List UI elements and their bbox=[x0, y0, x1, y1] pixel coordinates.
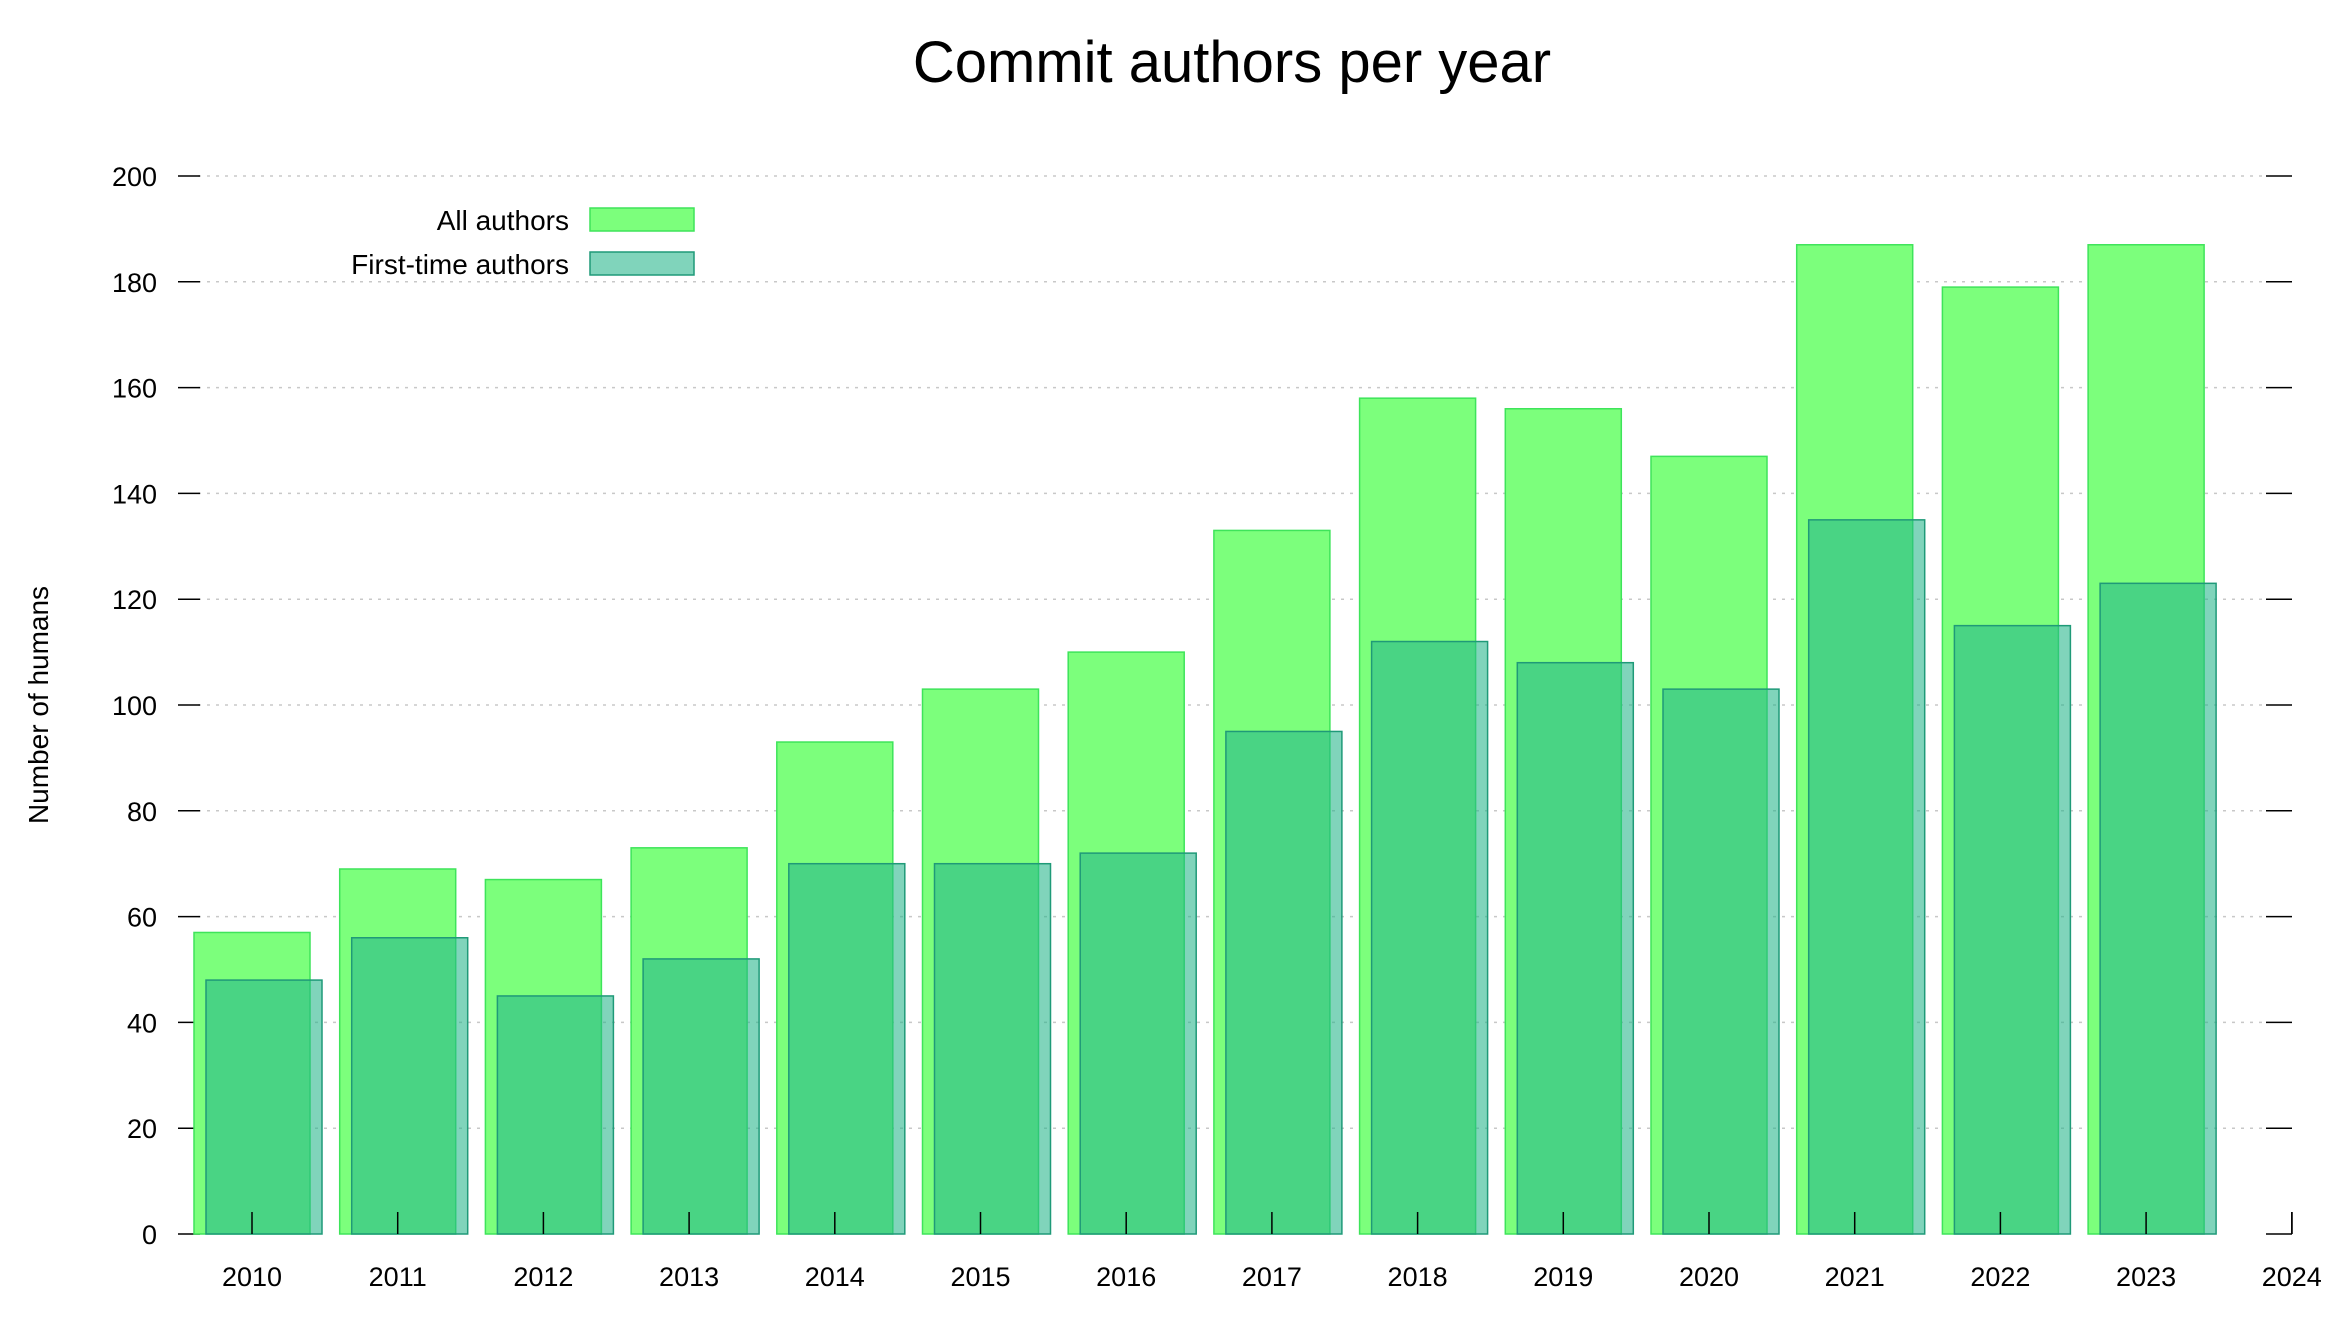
y-axis-label: Number of humans bbox=[23, 586, 54, 824]
bar-first-time-authors bbox=[933, 862, 1052, 1235]
legend-label: All authors bbox=[437, 205, 569, 236]
y-axis-ticks: 0 20 40 60 80 100 120 140 160 180 200 bbox=[112, 162, 2292, 1250]
bar-first-time-authors bbox=[496, 995, 615, 1235]
x-tick-label: 2011 bbox=[369, 1262, 427, 1292]
y-tick-label: 60 bbox=[127, 903, 157, 933]
y-tick-label: 200 bbox=[112, 162, 157, 192]
x-tick-label: 2015 bbox=[950, 1262, 1010, 1292]
x-tick-label: 2010 bbox=[222, 1262, 282, 1292]
y-tick-label: 160 bbox=[112, 374, 157, 404]
legend-label: First-time authors bbox=[351, 249, 569, 280]
x-tick-label: 2020 bbox=[1679, 1262, 1739, 1292]
bar-first-time-authors bbox=[350, 937, 469, 1235]
bar-first-time-authors bbox=[205, 979, 323, 1235]
y-tick-label: 40 bbox=[127, 1008, 157, 1038]
x-tick-label: 2014 bbox=[805, 1262, 865, 1292]
x-tick-label: 2023 bbox=[2116, 1262, 2176, 1292]
x-tick-label: 2022 bbox=[1970, 1262, 2030, 1292]
bar-first-time-authors bbox=[1807, 519, 1926, 1235]
legend: All authors First-time authors bbox=[351, 205, 695, 280]
x-tick-label: 2024 bbox=[2262, 1262, 2322, 1292]
series-first-time-authors-bars bbox=[205, 519, 2217, 1235]
y-tick-label: 140 bbox=[112, 479, 157, 509]
y-tick-label: 20 bbox=[127, 1114, 157, 1144]
bar-first-time-authors bbox=[1662, 688, 1780, 1235]
x-tick-label: 2012 bbox=[513, 1262, 573, 1292]
bar-first-time-authors bbox=[642, 958, 760, 1235]
x-tick-label: 2021 bbox=[1825, 1262, 1885, 1292]
x-tick-label: 2016 bbox=[1096, 1262, 1156, 1292]
legend-swatch bbox=[589, 207, 695, 232]
bar-first-time-authors bbox=[1370, 640, 1489, 1235]
y-tick-label: 0 bbox=[142, 1220, 157, 1250]
bar-first-time-authors bbox=[2099, 582, 2217, 1235]
x-tick-label: 2019 bbox=[1533, 1262, 1593, 1292]
chart-title: Commit authors per year bbox=[913, 30, 1551, 95]
x-tick-label: 2018 bbox=[1388, 1262, 1448, 1292]
y-tick-label: 80 bbox=[127, 797, 157, 827]
x-axis-ticks: 2010 2011 2012 2013 2014 2015 2016 2017 2018 2019… bbox=[222, 1212, 2322, 1292]
bar-first-time-authors bbox=[1953, 624, 2072, 1235]
x-tick-label: 2017 bbox=[1242, 1262, 1302, 1292]
y-tick-label: 120 bbox=[112, 585, 157, 615]
bar-first-time-authors bbox=[1079, 852, 1197, 1235]
bar-first-time-authors bbox=[788, 862, 906, 1235]
bar-first-time-authors bbox=[1516, 661, 1635, 1235]
y-tick-label: 100 bbox=[112, 691, 157, 721]
y-tick-label: 180 bbox=[112, 268, 157, 298]
x-tick-label: 2013 bbox=[659, 1262, 719, 1292]
legend-swatch bbox=[589, 251, 695, 276]
bar-first-time-authors bbox=[1225, 730, 1343, 1235]
